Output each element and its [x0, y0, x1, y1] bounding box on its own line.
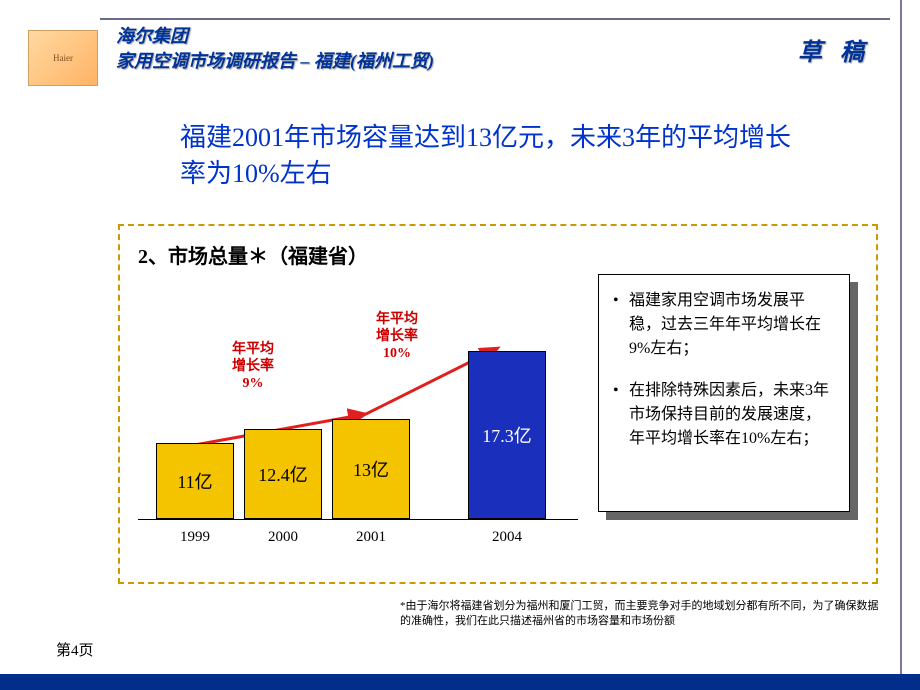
bar-chart: 11亿 1999 12.4亿 2000 13亿 2001 17.3亿 2004 年平均增长率9… [138, 292, 578, 552]
x-axis [138, 519, 578, 520]
growth-label-0: 年平均增长率9% [232, 342, 274, 392]
slide-title: 福建2001年市场容量达到13亿元，未来3年的平均增长率为10%左右 [180, 120, 800, 193]
x-label-2001: 2001 [332, 529, 410, 546]
bar-value-label: 17.3亿 [482, 422, 532, 448]
logo-image: Haier [28, 30, 98, 86]
header-line2: 家用空调市场调研报告 – 福建(福州工贸) [116, 49, 434, 74]
top-rule [100, 18, 890, 20]
bar-2001: 13亿 [332, 419, 410, 519]
side-panel: 福建家用空调市场发展平稳，过去三年年平均增长在9%左右； 在排除特殊因素后，未来… [598, 274, 858, 520]
bar-value-label: 13亿 [353, 456, 389, 482]
bar-value-label: 11亿 [177, 468, 212, 494]
bullet-2: 在排除特殊因素后，未来3年市场保持目前的发展速度，年平均增长率在10%左右； [613, 379, 835, 451]
right-rule [900, 0, 902, 690]
bullet-1: 福建家用空调市场发展平稳，过去三年年平均增长在9%左右； [613, 289, 835, 361]
footnote: *由于海尔将福建省划分为福州和厦门工贸，而主要竞争对手的地域划分都有所不同，为了… [400, 599, 880, 628]
x-label-2004: 2004 [468, 529, 546, 546]
bar-2004: 17.3亿 [468, 351, 546, 519]
x-label-2000: 2000 [244, 529, 322, 546]
bar-2000: 12.4亿 [244, 429, 322, 519]
bottom-band [0, 674, 920, 690]
content-box: 2、市场总量＊（福建省） 11亿 1999 12.4亿 2000 13亿 2001 17.3… [118, 224, 878, 584]
draft-label: 草 稿 [798, 32, 870, 67]
header-line1: 海尔集团 [116, 24, 434, 49]
bar-1999: 11亿 [156, 443, 234, 519]
growth-label-1: 年平均增长率10% [376, 312, 418, 362]
bar-value-label: 12.4亿 [258, 461, 308, 487]
box-heading: 2、市场总量＊（福建省） [138, 240, 858, 269]
header-block: 海尔集团 家用空调市场调研报告 – 福建(福州工贸) [116, 24, 434, 74]
side-box: 福建家用空调市场发展平稳，过去三年年平均增长在9%左右； 在排除特殊因素后，未来… [598, 274, 850, 512]
page-number: 第4页 [56, 639, 94, 660]
x-label-1999: 1999 [156, 529, 234, 546]
